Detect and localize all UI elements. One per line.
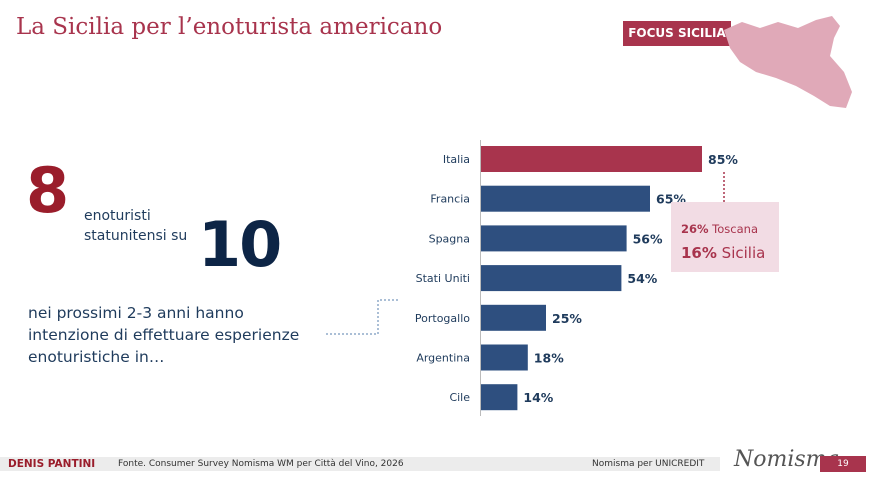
category-label-argentina: Argentina <box>416 352 470 365</box>
bar-stati-uniti <box>481 265 622 292</box>
footer-source: Fonte. Consumer Survey Nomisma WM per Ci… <box>118 459 404 469</box>
category-label-portogallo: Portogallo <box>415 312 470 325</box>
callout-box <box>671 202 779 272</box>
callout-toscana: 26% Toscana <box>681 222 758 236</box>
value-label-portogallo: 25% <box>552 311 582 326</box>
footer-author: DENIS PANTINI <box>8 458 96 470</box>
big-number-eight: 8 <box>26 154 70 227</box>
value-label-argentina: 18% <box>534 351 564 366</box>
bar-francia <box>481 185 650 212</box>
category-label-spagna: Spagna <box>429 232 470 245</box>
category-label-cile: Cile <box>449 391 470 404</box>
page-title: La Sicilia per l’enoturista americano <box>16 14 443 40</box>
footer-bar <box>0 457 720 471</box>
callout-sicilia: 16% Sicilia <box>681 244 766 262</box>
bar-italia <box>481 146 702 172</box>
footer: DENIS PANTINI Fonte. Consumer Survey Nom… <box>0 447 870 473</box>
bar-argentina <box>481 344 528 371</box>
footer-partner: Nomisma per UNICREDIT <box>592 459 705 469</box>
bar-portogallo <box>481 304 546 331</box>
bar-cile <box>481 384 518 411</box>
headline-paragraph: nei prossimi 2-3 anni hanno intenzione d… <box>28 304 300 366</box>
value-label-stati-uniti: 54% <box>627 271 657 286</box>
headline-middle-text: enoturisti statunitensi su <box>84 208 188 244</box>
value-label-italia: 85% <box>708 152 738 167</box>
page-number: 19 <box>820 456 866 472</box>
value-label-spagna: 56% <box>633 231 663 246</box>
category-label-italia: Italia <box>443 153 470 166</box>
big-number-ten: 10 <box>198 208 282 281</box>
focus-badge: FOCUS SICILIA <box>623 21 731 46</box>
category-label-stati-uniti: Stati Uniti <box>416 272 470 285</box>
connector-dotted-line <box>326 299 400 335</box>
bar-spagna <box>481 225 627 252</box>
value-label-cile: 14% <box>523 390 553 405</box>
sicily-map-icon <box>724 16 852 108</box>
category-label-francia: Francia <box>430 193 470 206</box>
